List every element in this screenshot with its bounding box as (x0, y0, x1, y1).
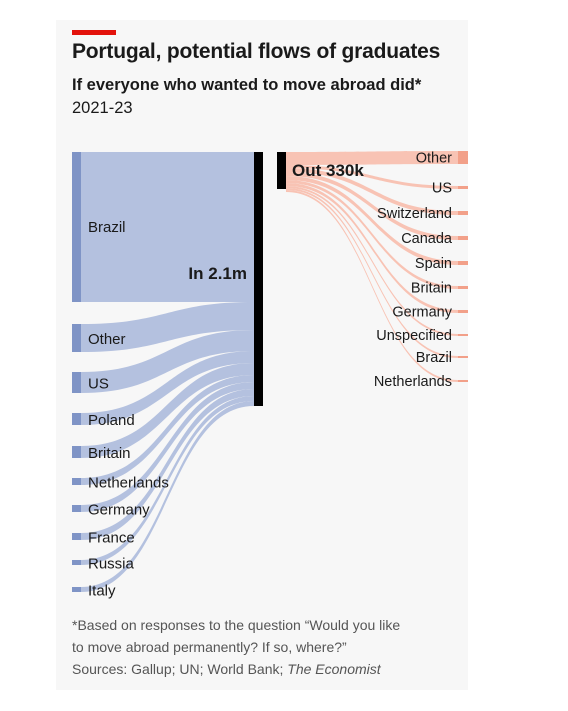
inflow-label-9: Italy (88, 583, 116, 600)
inflow-label-3: Poland (88, 412, 135, 429)
inflow-band-5 (81, 375, 254, 485)
inflow-band-4 (81, 363, 254, 458)
inflow-label-6: Germany (88, 502, 150, 519)
outflow-label-5: Britain (411, 281, 452, 297)
inflow-bar-4 (72, 446, 81, 458)
inflow-band-9 (81, 401, 254, 592)
outflow-bar-5 (458, 286, 468, 289)
inflow-labels: Brazil Other US Poland Britain Netherlands Ger… (88, 219, 169, 600)
outflow-band-5 (286, 180, 458, 289)
inflow-band-8 (81, 396, 254, 565)
footnote-line-2: to move abroad permanently? If so, where… (72, 639, 347, 655)
inflow-band-1 (81, 302, 254, 352)
outflow-band-3 (286, 172, 458, 240)
inflow-label-4: Britain (88, 445, 131, 462)
inflow-bar-2 (72, 372, 81, 393)
inflow-band-6 (81, 382, 254, 512)
outflow-label-6: Germany (392, 305, 452, 321)
chart-subtitle: If everyone who wanted to move abroad di… (72, 76, 422, 94)
inflow-bar-1 (72, 324, 81, 352)
outflow-labels: Other US Switzerland Canada Spain Britain Germ… (374, 151, 453, 391)
chart-period: 2021-23 (72, 99, 133, 117)
inflow-band-2 (81, 330, 254, 393)
outflow-band-2 (286, 168, 458, 215)
outflow-bar-7 (458, 334, 468, 336)
chart-title: Portugal, potential flows of graduates (72, 40, 441, 63)
outflow-bar-8 (458, 356, 468, 358)
sources-text: Sources: Gallup; UN; World Bank; (72, 661, 288, 677)
outflow-band-0 (286, 151, 458, 165)
inflow-bar-7 (72, 533, 81, 540)
outflow-label-8: Brazil (416, 350, 452, 366)
outflow-label-3: Canada (401, 231, 453, 247)
inflow-bar-8 (72, 560, 81, 565)
outflow-label-7: Unspecified (376, 328, 452, 344)
inflow-label-8: Russia (88, 556, 135, 573)
outflow-label-0: Other (416, 151, 452, 167)
outflow-bars (458, 151, 468, 382)
outflow-bands (286, 151, 458, 382)
outflow-label-4: Spain (415, 256, 452, 272)
outflow-band-6 (286, 183, 458, 313)
inflow-bars (72, 152, 81, 592)
outflow-band-9 (286, 190, 458, 382)
inflow-bar-3 (72, 413, 81, 425)
inflow-band-7 (81, 389, 254, 540)
inflow-label-2: US (88, 376, 109, 393)
inflow-hub-bar (254, 152, 263, 406)
inflow-band-3 (81, 351, 254, 425)
outflow-bar-3 (458, 236, 468, 240)
inflow-bands (81, 152, 254, 592)
inflow-label-5: Netherlands (88, 475, 169, 492)
outflow-bar-6 (458, 310, 468, 313)
outflow-bar-2 (458, 211, 468, 215)
inflow-label-0: Brazil (88, 219, 126, 236)
outflow-label-1: US (432, 181, 452, 197)
footnote: *Based on responses to the question “Wou… (72, 614, 452, 680)
inflow-bar-9 (72, 587, 81, 592)
inflow-bar-0 (72, 152, 81, 302)
outflow-hub-bar (277, 152, 286, 189)
outflow-band-7 (286, 186, 458, 336)
inflow-bar-6 (72, 505, 81, 512)
inflow-total-label: In 2.1m (188, 264, 247, 283)
sources-line: Sources: Gallup; UN; World Bank; The Eco… (72, 658, 452, 680)
outflow-bar-1 (458, 186, 468, 189)
outflow-bar-0 (458, 151, 468, 164)
outflow-band-1 (286, 165, 458, 189)
outflow-band-4 (286, 176, 458, 265)
sources-publisher: The Economist (287, 661, 381, 677)
inflow-label-1: Other (88, 331, 126, 348)
outflow-bar-4 (458, 261, 468, 265)
outflow-band-8 (286, 188, 458, 358)
inflow-band-0 (81, 152, 254, 302)
brand-accent-bar (72, 30, 116, 35)
inflow-label-7: France (88, 530, 135, 547)
inflow-bar-5 (72, 478, 81, 485)
outflow-label-2: Switzerland (377, 206, 452, 222)
footnote-line-1: *Based on responses to the question “Wou… (72, 617, 401, 633)
outflow-bar-9 (458, 380, 468, 382)
outflow-total-label: Out 330k (292, 161, 364, 180)
outflow-label-9: Netherlands (374, 374, 452, 390)
